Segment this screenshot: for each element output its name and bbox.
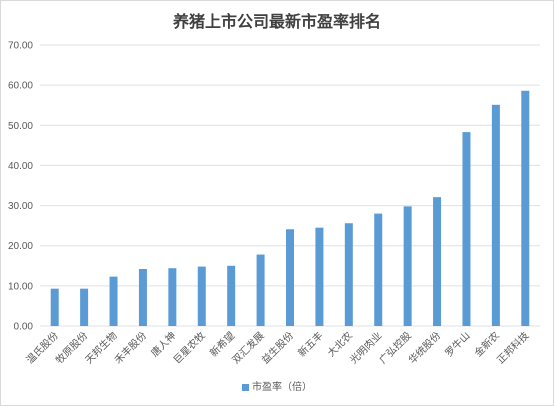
- y-tick-label: 40.00: [8, 161, 33, 172]
- y-tick-label: 10.00: [8, 281, 33, 292]
- category-label: 禾丰股份: [112, 329, 149, 366]
- bar: [462, 132, 471, 326]
- y-tick-label: 50.00: [8, 121, 33, 132]
- bar: [315, 227, 324, 326]
- y-tick-label: 30.00: [8, 201, 33, 212]
- category-label: 唐人神: [148, 329, 178, 359]
- bar: [197, 266, 206, 326]
- bar: [168, 268, 177, 326]
- category-label: 大北农: [325, 329, 355, 359]
- category-label: 罗牛山: [442, 329, 472, 359]
- category-label: 金新农: [472, 329, 502, 359]
- bar: [344, 223, 353, 326]
- bar: [109, 276, 118, 326]
- bar: [138, 268, 147, 326]
- category-label: 益生股份: [259, 329, 296, 366]
- y-tick-label: 70.00: [8, 41, 33, 52]
- chart-title: 养猪上市公司最新市盈率排名: [172, 12, 381, 31]
- legend: 市盈率（倍）: [0, 378, 554, 393]
- category-label: 华统股份: [406, 329, 443, 366]
- bar: [521, 90, 530, 327]
- y-tick-label: 0.00: [14, 322, 34, 333]
- bar: [491, 104, 500, 326]
- y-tick-label: 20.00: [8, 241, 33, 252]
- bar: [256, 254, 265, 326]
- legend-swatch: [242, 383, 249, 391]
- bar: [227, 265, 236, 326]
- bar: [286, 229, 294, 326]
- bar: [403, 206, 412, 326]
- y-tick-label: 60.00: [8, 81, 33, 92]
- bar: [50, 288, 59, 326]
- legend-label: 市盈率（倍）: [252, 382, 312, 393]
- bar: [80, 288, 89, 326]
- category-label: 新五丰: [295, 329, 325, 359]
- bar: [433, 197, 442, 326]
- category-label: 巨星农牧: [170, 329, 207, 366]
- category-label: 新希望: [207, 329, 237, 359]
- bar: [374, 213, 383, 326]
- category-label: 正邦科技: [494, 329, 531, 366]
